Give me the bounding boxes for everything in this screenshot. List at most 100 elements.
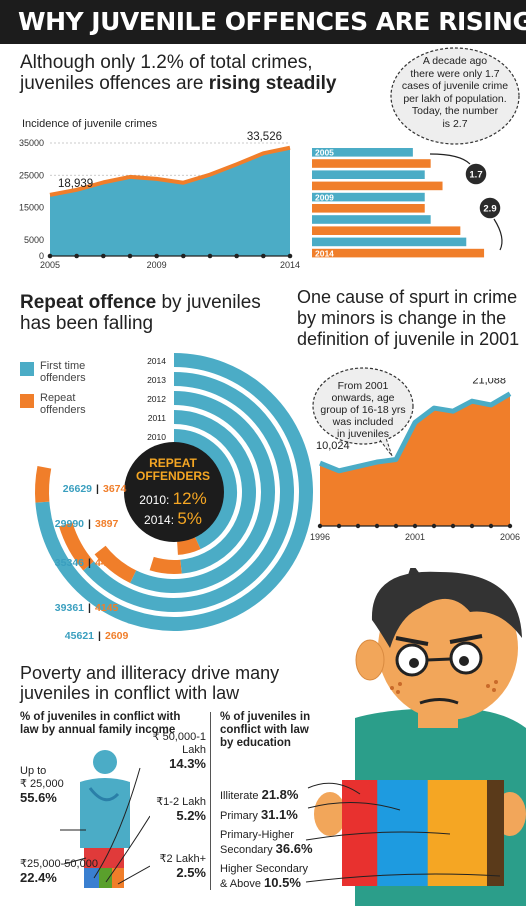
def-trend-line xyxy=(319,391,512,474)
legend-repeat: Repeat offenders xyxy=(20,392,86,416)
edu-value-0: 21.8% xyxy=(261,787,299,802)
radial-center-2014: 2014: 5% xyxy=(118,509,228,529)
section4-headline-line: Poverty and illiteracy drive many xyxy=(20,663,280,683)
section1-headline: Although only 1.2% of total crimes, juve… xyxy=(20,52,390,94)
education-title: % of juveniles in conflict with law by e… xyxy=(220,711,310,750)
income-pointer-1 xyxy=(63,857,87,865)
definition-bubble-line: group of 16-18 yrs xyxy=(320,404,406,416)
income-label-3-text: ₹1-2 Lakh xyxy=(156,796,206,808)
income-label-1: ₹25,000-50,000 22.4% xyxy=(20,858,98,886)
radial-year-label: 2012 xyxy=(147,394,166,404)
def-x-dot xyxy=(412,523,418,529)
marker-1-group: 1.7 xyxy=(464,162,488,186)
def-x-dot xyxy=(317,523,323,529)
legend-swatch-orange xyxy=(20,394,34,408)
left-hand xyxy=(314,792,346,836)
radial-center-title-line1: REPEAT xyxy=(149,456,197,470)
edu-label-1: Primary 31.1% xyxy=(220,807,298,822)
income-label-0-line2: ₹ 25,000 xyxy=(20,778,64,790)
radial-year-label: 2010 xyxy=(147,432,166,442)
radial-first-value: 26629 xyxy=(63,483,92,495)
education-title-line: conflict with law xyxy=(220,724,309,736)
hair-shape xyxy=(371,571,522,648)
def-x-dot xyxy=(336,523,342,529)
section1-headline-line2: juveniles offences are rising steadily xyxy=(20,73,390,94)
edu-pointer xyxy=(305,873,501,883)
radial-first-arc xyxy=(173,429,237,550)
radial-first-value: 29990 xyxy=(55,518,84,530)
radial-first-arc xyxy=(173,410,256,574)
radial-first-arc xyxy=(130,391,275,593)
edu-value-3: 10.5% xyxy=(264,875,301,890)
x-axis-dot xyxy=(74,253,79,259)
definition-bubble xyxy=(312,367,414,457)
radial-center-2010-value: 12% xyxy=(172,489,207,508)
income-label-0-line1: Up to xyxy=(20,765,47,777)
figure-body xyxy=(80,778,130,848)
radial-repeat-arc xyxy=(176,536,201,555)
marker-1-arrow xyxy=(429,153,471,165)
section2-headline-line1: Repeat offence by juveniles xyxy=(20,292,280,313)
radial-repeat-value: 3674 xyxy=(103,483,127,495)
rate-bar xyxy=(312,248,485,258)
rate-bubble-line: cases of juvenile crime xyxy=(401,80,509,92)
income-figure xyxy=(60,750,150,888)
edu-label-0-text: Illiterate xyxy=(220,790,259,802)
def-x-dot xyxy=(431,523,437,529)
definition-bubble-line: in juveniles xyxy=(337,428,389,440)
section4-divider xyxy=(210,712,211,890)
trend-line xyxy=(49,145,291,197)
legend-first-label-line2: offenders xyxy=(40,372,86,384)
section2-headline-bold: Repeat offence xyxy=(20,292,157,313)
y-tick-label: 15000 xyxy=(19,203,44,213)
figure-segment-2 xyxy=(84,848,124,868)
rate-bubble-line: per lakh of population. xyxy=(403,92,507,105)
radial-center-2010: 2010: 12% xyxy=(118,489,228,509)
income-label-4: ₹2 Lakh+ 2.5% xyxy=(150,853,206,881)
section1-headline-line2-b: rising steadily xyxy=(208,73,337,94)
radial-repeat-arc xyxy=(149,556,182,574)
def-x-dot xyxy=(469,523,475,529)
legend-first-label: First time offenders xyxy=(40,360,86,384)
legend-repeat-label: Repeat offenders xyxy=(40,392,86,416)
rate-bar-chart: 2005 2009 2014 1.7 2.9 xyxy=(312,148,503,258)
rate-bar xyxy=(312,226,461,235)
income-value-4: 2.5% xyxy=(176,865,206,880)
x-axis-dot xyxy=(127,253,133,259)
rate-bubble-line: there were only 1.7 xyxy=(410,67,500,80)
figure-arm xyxy=(88,787,120,802)
edu-label-2: Primary-Higher Secondary 36.6% xyxy=(220,829,313,857)
radial-separator: | xyxy=(88,518,91,530)
y-tick-label: 5000 xyxy=(24,235,44,245)
def-x-dot xyxy=(355,523,361,529)
radial-center-title: REPEAT OFFENDERS xyxy=(118,457,228,483)
def-area-fill xyxy=(320,393,510,526)
rate-bar-label: 2009 xyxy=(315,192,334,202)
section3-headline-line: One cause of spurt in crime xyxy=(297,287,518,307)
section3-headline-line: by minors is change in the xyxy=(297,308,507,328)
radial-first-arc xyxy=(35,353,313,631)
x-axis-dot xyxy=(234,253,239,259)
edu-value-1: 31.1% xyxy=(260,807,298,822)
rate-bar xyxy=(312,215,431,224)
edu-label-3-line1: Higher Secondary xyxy=(220,863,309,875)
rate-bubble-line: A decade ago xyxy=(422,55,488,67)
radial-first-value: 39361 xyxy=(55,602,84,614)
income-label-0: Up to ₹ 25,000 55.6% xyxy=(20,765,64,806)
income-label-3: ₹1-2 Lakh 5.2% xyxy=(150,796,206,824)
income-value-3: 5.2% xyxy=(176,808,206,823)
figure-segment-4 xyxy=(99,868,112,888)
def-x-dot xyxy=(507,523,513,529)
education-book-chart xyxy=(305,780,526,886)
x-tick-label: 2014 xyxy=(280,260,300,270)
ear-shape xyxy=(355,639,385,681)
income-pointer-3 xyxy=(105,815,150,883)
x-axis-dot xyxy=(287,253,293,259)
legend: First time offenders Repeat offenders xyxy=(20,360,86,416)
rate-bar xyxy=(312,159,431,168)
edu-label-1-text: Primary xyxy=(220,810,258,822)
figure-head xyxy=(93,750,117,774)
section3-headline-line: definition of juvenile in 2001 xyxy=(297,329,520,349)
radial-repeat-arc xyxy=(94,545,137,583)
def-x-tick-label: 1996 xyxy=(310,532,330,542)
